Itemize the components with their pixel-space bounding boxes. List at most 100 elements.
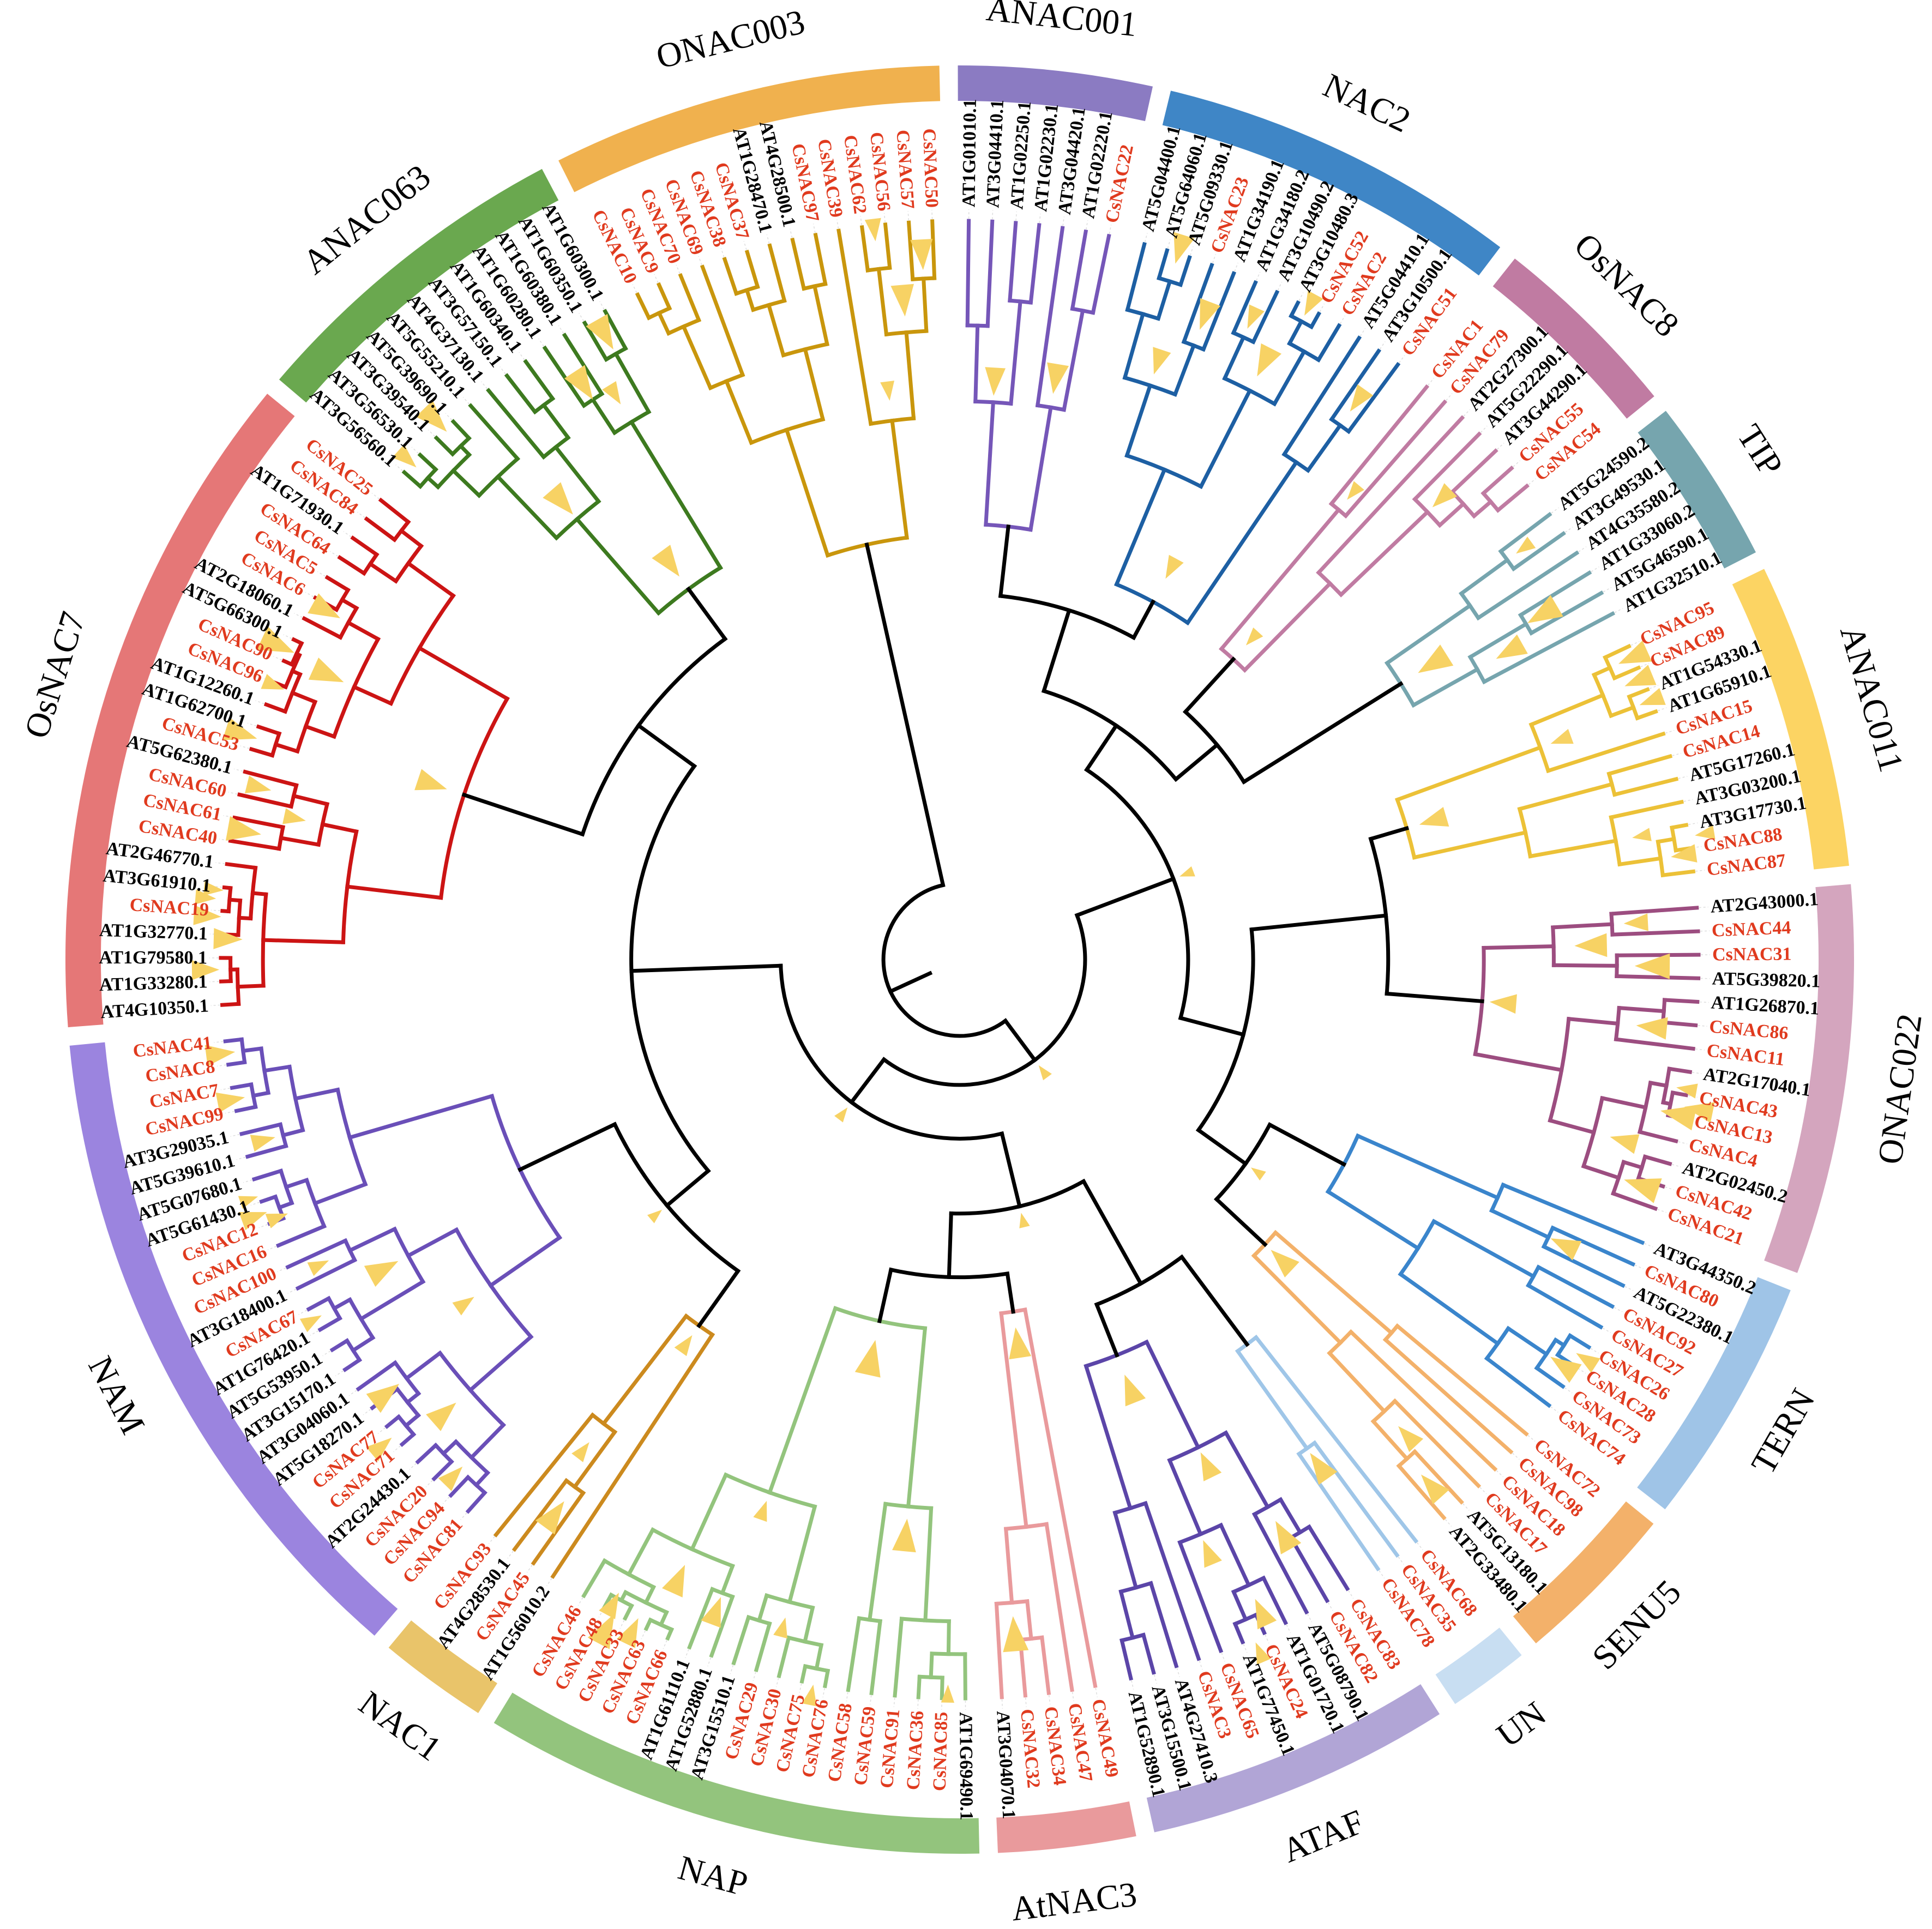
leaf-guide xyxy=(1463,409,1471,417)
branch-segment xyxy=(1198,388,1253,490)
leaf-guide xyxy=(230,1134,240,1137)
leaf-guide xyxy=(632,284,637,293)
branch-segment xyxy=(1218,1522,1251,1588)
leaf-guide xyxy=(1695,1048,1705,1051)
branch-segment xyxy=(1219,507,1341,652)
leaf-guide xyxy=(1497,443,1504,450)
leaf-guide xyxy=(799,1683,802,1693)
backbone-segment xyxy=(696,1268,741,1329)
branch-segment xyxy=(228,839,281,851)
branch-segment xyxy=(985,219,995,328)
branch-segment xyxy=(1608,704,1636,719)
clade-ring-segment xyxy=(958,65,1153,122)
leaf-guide xyxy=(790,228,793,238)
branch-segment xyxy=(273,742,300,754)
branch-segment xyxy=(1307,1524,1350,1592)
branch-segment xyxy=(351,684,394,706)
leaf-guide xyxy=(1212,254,1217,263)
branch-segment xyxy=(1459,557,1510,596)
branch-segment xyxy=(836,228,873,426)
leaf-guide xyxy=(213,885,222,888)
branch-segment xyxy=(603,309,628,351)
leaf-guide xyxy=(371,493,380,499)
branch-segment xyxy=(1394,1323,1529,1437)
branch-segment xyxy=(293,1087,340,1101)
clade-ring-segment xyxy=(996,1801,1136,1853)
leaf-guide xyxy=(267,1246,277,1251)
branch-segment xyxy=(1412,431,1482,502)
leaf-guide xyxy=(1256,272,1261,281)
leaf-guide xyxy=(1578,1367,1586,1374)
leaf-guide xyxy=(255,700,264,704)
leaf-guide xyxy=(1698,1025,1707,1027)
clade-label: ONAC022 xyxy=(1870,1011,1929,1166)
leaf-guide xyxy=(393,1445,401,1452)
branch-segment xyxy=(1510,531,1566,572)
bootstrap-marker xyxy=(1527,595,1563,623)
bootstrap-marker xyxy=(1418,644,1454,673)
leaf-guide xyxy=(1550,1406,1558,1413)
branch-segment xyxy=(448,1474,471,1498)
branch-segment xyxy=(1617,1005,1666,1014)
leaf-guide xyxy=(298,1310,308,1315)
branch-segment xyxy=(279,835,321,847)
branch-segment xyxy=(347,1093,495,1140)
branch-segment xyxy=(923,1506,934,1623)
leaf-guide xyxy=(1614,1307,1623,1312)
branch-segment xyxy=(378,497,411,525)
branch-segment xyxy=(1495,483,1530,513)
bootstrap-marker xyxy=(1632,828,1652,841)
leaf-guide xyxy=(228,792,238,795)
branch-segment xyxy=(493,1412,595,1538)
branch-segment xyxy=(225,861,258,870)
leaf-guide xyxy=(210,909,221,912)
branch-segment xyxy=(744,287,756,312)
leaf-guide xyxy=(619,1620,625,1629)
branch-segment xyxy=(1157,248,1170,281)
branch-segment xyxy=(720,1563,735,1596)
backbone-segment xyxy=(877,1267,894,1324)
backbone-segment xyxy=(1084,722,1119,773)
leaf-guide xyxy=(335,1370,344,1377)
leaf-guide xyxy=(663,1640,667,1649)
leaf-guide xyxy=(538,338,544,347)
branch-segment xyxy=(1167,1457,1203,1537)
bootstrap-marker xyxy=(225,816,261,841)
bootstrap-marker xyxy=(1550,1357,1582,1383)
bootstrap-marker xyxy=(571,1442,589,1462)
branch-segment xyxy=(876,267,889,337)
leaf-guide xyxy=(720,248,725,257)
branch-segment xyxy=(1114,467,1167,587)
branch-segment xyxy=(767,1306,838,1496)
bootstrap-marker xyxy=(250,1135,275,1152)
bootstrap-marker xyxy=(1695,825,1716,840)
branch-segment xyxy=(1223,1430,1271,1510)
bootstrap-marker xyxy=(1660,1105,1697,1131)
leaf-guide xyxy=(1001,1699,1003,1709)
clade-ring-segment xyxy=(1638,411,1756,569)
branch-segment xyxy=(1288,1535,1330,1604)
branch-segment xyxy=(337,554,367,576)
branch-segment xyxy=(867,1502,888,1622)
bootstrap-marker xyxy=(193,905,221,925)
bootstrap-marker xyxy=(802,1684,817,1707)
bootstrap-marker xyxy=(564,365,593,400)
leaf-guide xyxy=(283,634,292,639)
branch-segment xyxy=(404,1350,443,1381)
bootstrap-marker xyxy=(1419,806,1449,827)
branch-segment xyxy=(754,1621,772,1673)
clade-ring-segment xyxy=(1146,1684,1440,1832)
leaf-guide xyxy=(1700,978,1710,979)
leaf-guide xyxy=(1327,1602,1333,1611)
branch-segment xyxy=(285,1238,348,1270)
branch-segment xyxy=(473,1470,491,1488)
branch-segment xyxy=(1612,776,1679,797)
branch-segment xyxy=(1517,782,1615,812)
bootstrap-marker xyxy=(587,1613,615,1649)
branch-segment xyxy=(813,232,828,286)
leaf-label-arabidopsis: AT1G32770.1 xyxy=(99,920,208,944)
branch-segment xyxy=(1667,1066,1693,1075)
branch-segment xyxy=(687,1587,715,1650)
branch-segment xyxy=(220,1002,241,1007)
